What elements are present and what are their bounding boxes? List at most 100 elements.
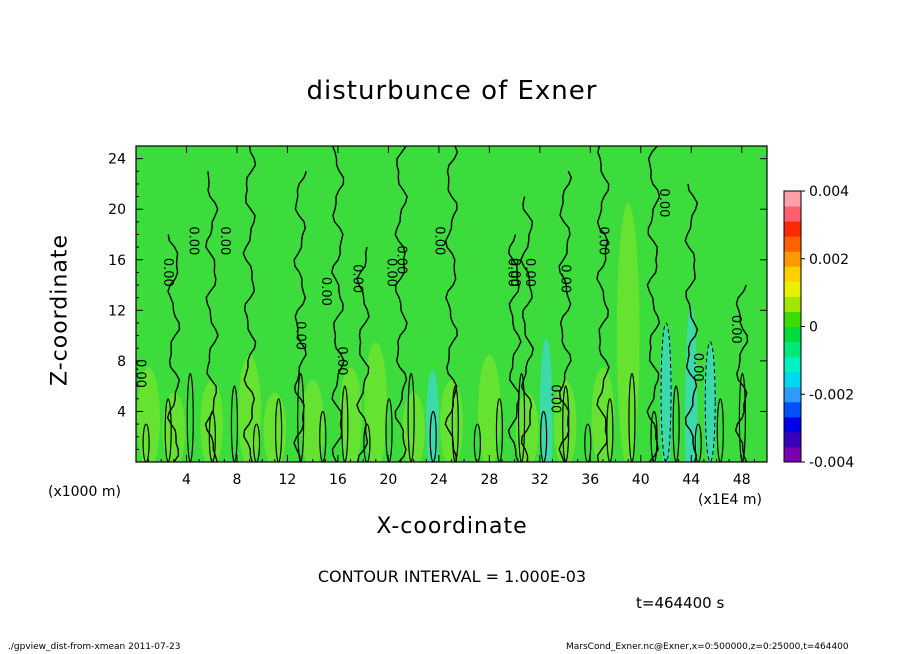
chart-title: disturbunce of Exner (306, 76, 598, 106)
colorbar-tick-label: 0.002 (809, 252, 849, 268)
x-tick-label: 16 (329, 472, 347, 488)
positive-anomaly-patch (339, 367, 362, 462)
contour-line (331, 146, 345, 462)
contour-loop (319, 410, 327, 462)
positive-anomaly-patch (553, 380, 577, 462)
contour-label: 0.00 (318, 277, 333, 306)
contour-loop (628, 372, 636, 462)
y-axis-label: Z-coordinate (47, 234, 73, 386)
contour-loop (517, 372, 526, 462)
y-tick-label: 20 (108, 202, 126, 218)
colorbar-tick-label: -0.004 (809, 455, 854, 471)
contour-loop (297, 372, 305, 462)
positive-anomaly-patch (301, 380, 325, 462)
negative-contour (704, 341, 716, 462)
contour-loop (186, 372, 194, 462)
negative-contour (660, 322, 672, 462)
colorbar-segment (784, 251, 801, 267)
negative-anomaly-patch (684, 306, 698, 462)
positive-anomaly-patch (515, 392, 539, 462)
contour-line (734, 284, 749, 462)
colorbar-segment (784, 371, 801, 388)
x-tick-label: 4 (182, 472, 191, 488)
negative-anomaly-patch (659, 325, 673, 462)
negative-anomaly-patch (539, 337, 553, 462)
colorbar-segment (784, 296, 801, 312)
contour-label: 0.00 (522, 258, 537, 287)
x-tick-label: 44 (682, 472, 700, 488)
positive-anomaly-patch (478, 354, 501, 462)
contour-line (204, 171, 219, 462)
contour-label: 0.00 (690, 353, 705, 382)
contour-interval-text: CONTOUR INTERVAL = 1.000E-03 (317, 567, 587, 586)
colorbar-segment (784, 431, 801, 448)
x-tick-label: 36 (581, 472, 599, 488)
positive-anomaly-patch (440, 380, 463, 462)
footer-source: MarsCond_Exner.nc@Exner,x=0:500000,z=0:2… (566, 642, 849, 652)
positive-anomaly-patch (200, 380, 224, 462)
contour-loop (650, 410, 658, 462)
contour-line (507, 234, 522, 462)
contour-line (394, 146, 408, 462)
contour-loop (473, 423, 481, 462)
field-group: 0.000.000.00 0.000.000.00 0.000.000.000.00… (132, 146, 749, 462)
colorbar-segment (784, 266, 801, 282)
x-tick-label: 8 (232, 472, 241, 488)
colorbar-segment (784, 221, 801, 237)
colorbar-tick-label: -0.002 (809, 387, 854, 403)
colorbar-segment (784, 416, 801, 433)
contour-label: 0.00 (217, 226, 232, 255)
x-axis-label: X-coordinate (376, 514, 528, 539)
colorbar-segment (784, 326, 801, 343)
colorbar-segment (784, 281, 801, 297)
x-tick-label: 32 (531, 472, 549, 488)
contour-label: 0.00 (656, 188, 671, 217)
contour-label: 0.00 (185, 226, 200, 255)
contour-label: 0.00 (595, 226, 610, 255)
x-tick-label: 48 (733, 472, 751, 488)
x-tick-label: 24 (430, 472, 448, 488)
x-tick-label: 20 (379, 472, 397, 488)
contour-line (646, 146, 661, 462)
contour-label: 0.00 (431, 226, 446, 255)
x-unit-label-right: (x1E4 m) (698, 492, 762, 508)
colorbar-segment (784, 341, 801, 358)
x-unit-label-left: (x1000 m) (48, 484, 121, 500)
y-tick-label: 24 (108, 152, 126, 168)
contour-line (520, 196, 534, 462)
colorbar-segment (784, 446, 801, 463)
contour-label: 0.00 (505, 258, 520, 287)
x-tick-label: 12 (279, 472, 297, 488)
contour-line (596, 146, 610, 462)
negative-anomaly-patch (703, 344, 717, 462)
positive-anomaly-patch (364, 342, 388, 462)
contour-label: 0.00 (728, 315, 743, 344)
contour-label: 0.00 (132, 359, 147, 388)
contour-label: 0.00 (548, 384, 563, 413)
contour-loop (540, 410, 548, 462)
contour-loop (363, 423, 371, 462)
contour-loop (208, 410, 216, 462)
colorbar-segment (784, 386, 801, 403)
contour-label: 0.00 (394, 245, 409, 274)
contour-loop (407, 372, 415, 462)
contour-loop (738, 372, 746, 462)
contour-loop (584, 423, 592, 462)
y-tick-label: 4 (117, 404, 126, 420)
footer-command: ./gpview_dist-from-xmean 2011-07-23 (8, 642, 181, 652)
contour-loop (252, 423, 261, 462)
colorbar-segment (784, 236, 801, 252)
colorbar-segment (784, 191, 801, 207)
contour-label: 0.00 (349, 264, 364, 293)
x-tick-label: 40 (632, 472, 650, 488)
y-tick-label: 8 (117, 354, 126, 370)
colorbar-segment (784, 401, 801, 418)
contour-label: 0.00 (558, 264, 573, 293)
x-tick-label: 28 (480, 472, 498, 488)
contour-line (684, 183, 699, 462)
contour-loop (429, 410, 437, 462)
colorbar-tick-label: 0.004 (809, 184, 849, 200)
contour-label: 0.00 (383, 258, 398, 287)
y-tick-label: 16 (108, 253, 126, 269)
